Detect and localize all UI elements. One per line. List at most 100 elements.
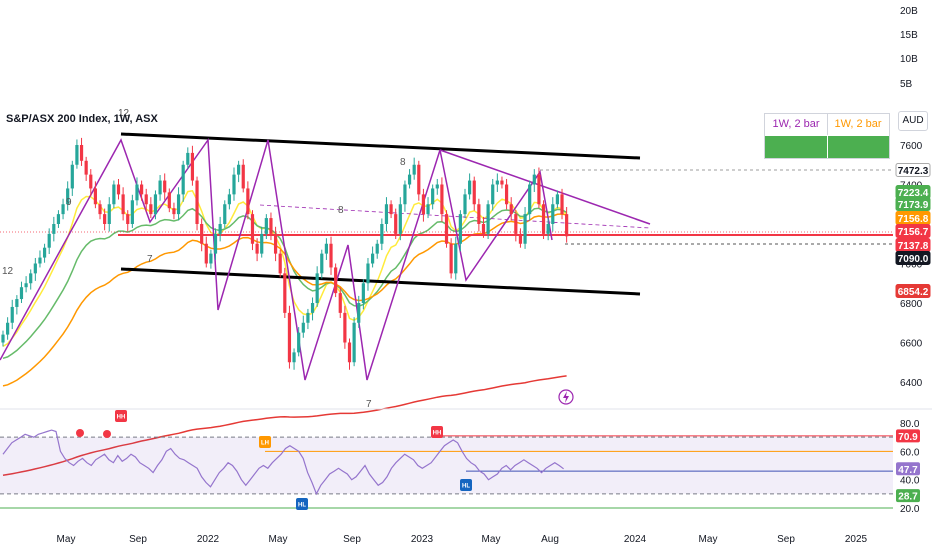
time-tick-label: 2022 <box>197 534 220 545</box>
volume-axis: 20B 15B 10B 5B <box>900 6 918 90</box>
candle-body <box>176 194 181 215</box>
candle-body <box>52 224 56 234</box>
candle-body <box>565 214 569 237</box>
candle-body <box>38 257 42 264</box>
candle-body <box>315 273 319 303</box>
chart-title: S&P/ASX 200 Index, 1W, ASX <box>6 113 158 125</box>
candle-body <box>343 312 347 343</box>
candle-body <box>398 204 402 234</box>
time-tick-label: Sep <box>777 534 795 545</box>
rsi-marker-label: HH <box>433 431 442 437</box>
candle-body <box>218 224 222 234</box>
candle-body <box>260 233 264 254</box>
price-label-box <box>895 224 931 238</box>
price-tick-label: 6400 <box>900 378 923 389</box>
candle-body <box>107 204 111 224</box>
time-axis: May Sep 2022 May Sep 2023 May Aug 2024 May Sep 2025 <box>57 534 868 545</box>
upper-channel-line <box>120 132 641 160</box>
wave-label: 8 <box>400 157 406 168</box>
candle-body <box>357 303 361 323</box>
candle-body <box>19 287 24 300</box>
candle-body <box>320 253 324 274</box>
volume-tick-label: 20B <box>900 6 918 17</box>
candle-body <box>167 192 171 209</box>
time-tick-label: May <box>699 534 718 545</box>
candle-body <box>375 243 379 254</box>
price-label: 7472.3 <box>898 166 929 177</box>
candle-body <box>338 293 342 313</box>
time-tick-label: 2025 <box>845 534 868 545</box>
price-label: 7137.8 <box>898 241 929 252</box>
candle-body <box>417 164 421 195</box>
candle-body <box>324 243 328 254</box>
candle-body <box>518 233 523 244</box>
lightning-circle <box>558 389 574 405</box>
lightning-icon[interactable] <box>558 389 574 405</box>
price-label: 7090.0 <box>898 254 929 265</box>
candle-body <box>435 184 439 189</box>
candle-body <box>181 164 185 195</box>
candle-body <box>352 322 356 363</box>
rsi-marker-label: HL <box>298 503 306 509</box>
triangle-line <box>439 149 651 225</box>
candle-body <box>537 174 541 205</box>
rsi-level-label: 70.9 <box>898 432 918 443</box>
currency-button[interactable]: AUD <box>898 111 928 131</box>
candle-body <box>287 312 292 363</box>
candle-body <box>112 184 116 205</box>
wave-annotations: 12 9 12 7 8 8 7 <box>2 108 406 410</box>
signal-table-col2: 1W, 2 bar <box>834 118 882 130</box>
candle-body <box>93 188 97 205</box>
signal-table-col1: 1W, 2 bar <box>765 114 828 135</box>
rsi-pane: 20.0 40.0 60.0 80.0 70.9 47.7 28.7 HH LH HL HH HL <box>0 408 932 515</box>
rsi-marker-box <box>115 410 127 422</box>
rsi-level-box <box>896 489 920 503</box>
wave-label: 7 <box>147 254 153 265</box>
rsi-level-label: 28.7 <box>898 492 918 503</box>
wave-label: 8 <box>338 205 344 216</box>
price-label: 7173.9 <box>898 200 929 211</box>
candle-body <box>269 218 273 234</box>
candle-body <box>130 200 134 224</box>
candles <box>1 137 569 370</box>
candle-body <box>500 180 504 185</box>
candle-body <box>89 174 93 189</box>
rsi-marker-label: LH <box>261 441 269 447</box>
candle-body <box>79 145 84 161</box>
candle-body <box>15 299 19 307</box>
candle-body <box>10 306 14 323</box>
time-tick-label: Aug <box>541 534 559 545</box>
candle-body <box>477 204 481 224</box>
candle-body <box>56 214 61 224</box>
candle-body <box>172 208 176 215</box>
candle-body <box>463 194 467 215</box>
candle-body <box>33 263 37 274</box>
candle-body <box>255 243 259 254</box>
rsi-band <box>0 437 893 494</box>
candle-body <box>472 180 476 205</box>
candle-body <box>523 214 527 244</box>
time-tick-label: Sep <box>129 534 147 545</box>
candle-body <box>334 267 338 294</box>
candle-body <box>551 204 555 224</box>
candle-body <box>514 214 518 234</box>
mid-dashed-line <box>259 204 651 229</box>
wave-label: 7 <box>366 399 372 410</box>
rsi-marker-box <box>259 436 271 448</box>
candle-body <box>421 194 426 215</box>
candle-body <box>98 204 102 215</box>
candle-body <box>546 224 550 234</box>
candle-body <box>42 247 47 258</box>
candle-body <box>6 322 10 335</box>
candle-body <box>532 174 536 185</box>
price-label-box <box>895 163 931 177</box>
candle-body <box>301 322 305 333</box>
candle-body <box>329 243 333 268</box>
candle-body <box>209 253 213 264</box>
candle-body <box>458 214 462 244</box>
volume-tick-label: 5B <box>900 79 913 90</box>
candle-body <box>528 184 532 215</box>
price-label-box <box>895 284 931 298</box>
candle-body <box>237 164 241 175</box>
